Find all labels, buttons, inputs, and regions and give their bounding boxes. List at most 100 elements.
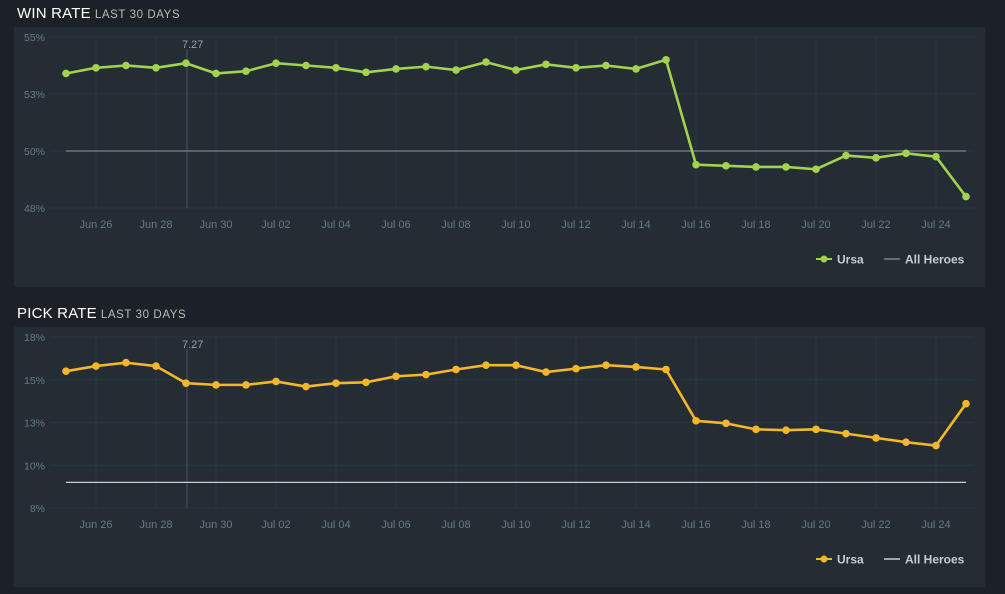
data-point bbox=[752, 163, 760, 171]
data-point bbox=[872, 154, 880, 162]
data-point bbox=[62, 69, 70, 78]
x-tick-label: Jul 12 bbox=[561, 219, 590, 231]
x-tick-label: Jul 18 bbox=[741, 519, 770, 531]
chart-legend: Ursa All Heroes bbox=[816, 553, 965, 567]
x-tick-label: Jul 04 bbox=[321, 219, 350, 231]
win-rate-title: WIN RATE LAST 30 DAYS bbox=[17, 5, 180, 27]
data-point bbox=[872, 434, 880, 442]
x-tick-label: Jul 20 bbox=[801, 219, 830, 231]
x-tick-label: Jul 02 bbox=[261, 219, 290, 231]
x-tick-label: Jul 22 bbox=[861, 519, 890, 531]
x-tick-label: Jul 18 bbox=[741, 219, 770, 231]
legend-label-all-heroes: All Heroes bbox=[905, 253, 965, 267]
data-point bbox=[152, 63, 160, 72]
data-point bbox=[272, 59, 280, 68]
data-point bbox=[632, 65, 640, 73]
pick-rate-chart: Jun 26 Jun 28 Jun 30 Jul 02 Jul 04 Jul 06 Jul … bbox=[24, 332, 974, 567]
data-point bbox=[272, 377, 280, 386]
data-point bbox=[782, 426, 790, 434]
data-point bbox=[512, 361, 520, 370]
data-point bbox=[62, 367, 70, 375]
x-tick-label: Jun 30 bbox=[199, 519, 232, 531]
data-point bbox=[632, 363, 640, 371]
data-point bbox=[242, 381, 250, 389]
data-point bbox=[362, 378, 370, 387]
data-point bbox=[902, 438, 910, 446]
win-rate-heading: WIN RATE bbox=[17, 5, 91, 22]
x-tick-label: Jul 16 bbox=[681, 219, 710, 231]
legend-marker-dot bbox=[820, 555, 828, 563]
legend-label-hero: Ursa bbox=[837, 253, 864, 267]
data-point bbox=[242, 67, 250, 75]
x-tick-label: Jul 08 bbox=[441, 519, 470, 531]
data-point bbox=[602, 361, 610, 370]
data-point bbox=[662, 56, 670, 64]
data-point bbox=[842, 151, 850, 160]
x-tick-label: Jun 30 bbox=[199, 219, 232, 231]
data-point bbox=[392, 65, 400, 73]
data-point bbox=[422, 370, 430, 379]
data-point bbox=[302, 61, 310, 70]
x-tick-label: Jul 02 bbox=[261, 519, 290, 531]
data-point bbox=[302, 382, 310, 391]
x-tick-label: Jul 14 bbox=[621, 219, 650, 231]
y-tick-label: 53% bbox=[24, 89, 45, 101]
x-tick-label: Jun 26 bbox=[79, 519, 112, 531]
legend-marker-dot bbox=[820, 255, 828, 263]
data-point bbox=[212, 381, 220, 389]
x-tick-label: Jul 22 bbox=[861, 219, 890, 231]
x-tick-label: Jun 26 bbox=[79, 219, 112, 231]
data-point bbox=[362, 68, 370, 77]
data-point bbox=[902, 149, 910, 158]
data-point bbox=[962, 399, 970, 408]
data-point bbox=[152, 362, 160, 370]
data-point bbox=[122, 61, 130, 70]
win-rate-chart-panel: Jun 26 Jun 28 Jun 30 Jul 02 Jul 04 Jul 06 Jul … bbox=[14, 27, 985, 287]
x-tick-label: Jul 06 bbox=[381, 219, 410, 231]
data-point bbox=[572, 63, 580, 72]
pick-rate-heading: PICK RATE bbox=[17, 305, 97, 322]
data-point bbox=[932, 441, 940, 450]
legend-label-hero: Ursa bbox=[837, 553, 864, 567]
x-tick-label: Jul 08 bbox=[441, 219, 470, 231]
data-point bbox=[182, 379, 190, 387]
data-point bbox=[452, 66, 460, 74]
x-tick-label: Jul 12 bbox=[561, 519, 590, 531]
y-tick-label: 8% bbox=[30, 503, 45, 515]
data-point bbox=[512, 66, 520, 74]
data-point bbox=[452, 365, 460, 374]
x-tick-label: Jul 10 bbox=[501, 219, 530, 231]
data-point bbox=[92, 362, 100, 370]
data-point bbox=[932, 152, 940, 161]
x-tick-label: Jul 14 bbox=[621, 519, 650, 531]
pick-rate-title: PICK RATE LAST 30 DAYS bbox=[17, 305, 186, 327]
x-tick-label: Jul 16 bbox=[681, 519, 710, 531]
y-tick-label: 50% bbox=[24, 146, 45, 158]
data-point bbox=[392, 372, 400, 381]
pick-rate-subheading: LAST 30 DAYS bbox=[100, 309, 187, 321]
data-point bbox=[692, 160, 700, 169]
y-tick-label: 48% bbox=[24, 203, 45, 215]
y-tick-label: 55% bbox=[24, 32, 45, 44]
data-point bbox=[92, 63, 100, 72]
data-point bbox=[122, 358, 130, 367]
y-tick-label: 15% bbox=[24, 375, 45, 387]
x-tick-label: Jul 06 bbox=[381, 519, 410, 531]
x-tick-label: Jun 28 bbox=[139, 219, 172, 231]
data-point bbox=[812, 165, 820, 174]
data-point bbox=[662, 365, 670, 374]
data-point bbox=[482, 58, 490, 66]
patch-marker-label: 7.27 bbox=[182, 39, 203, 51]
data-point bbox=[332, 63, 340, 72]
x-tick-label: Jul 04 bbox=[321, 519, 350, 531]
data-point bbox=[722, 419, 730, 428]
data-point bbox=[422, 62, 430, 71]
win-rate-subheading: LAST 30 DAYS bbox=[94, 9, 181, 21]
data-point bbox=[212, 69, 220, 78]
data-point bbox=[722, 162, 730, 170]
data-point bbox=[692, 416, 700, 425]
data-point bbox=[602, 61, 610, 70]
patch-marker-label: 7.27 bbox=[182, 339, 203, 351]
chart-legend: Ursa All Heroes bbox=[816, 253, 965, 267]
legend-label-all-heroes: All Heroes bbox=[905, 553, 965, 567]
